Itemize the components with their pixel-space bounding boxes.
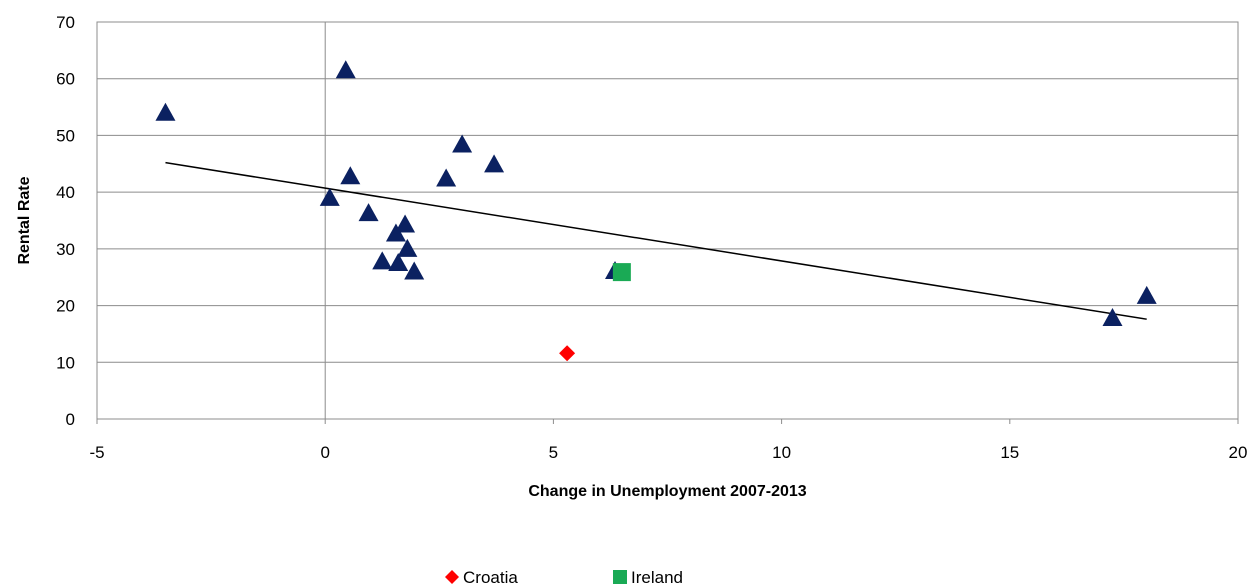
triangle-point: [388, 253, 409, 272]
y-tick-label: 30: [56, 240, 75, 259]
y-axis-title: Rental Rate: [16, 176, 33, 264]
trendline-group: [165, 161, 1147, 320]
x-tick-label: 5: [549, 443, 558, 462]
triangle-point: [372, 251, 393, 270]
triangle-point: [385, 223, 406, 242]
y-tick-label: 40: [56, 183, 75, 202]
data-points: [155, 60, 1157, 362]
triangle-point: [1136, 285, 1157, 304]
legend-square-marker: [613, 570, 627, 584]
x-tick-label: 10: [772, 443, 791, 462]
triangle-point: [484, 154, 505, 173]
triangle-point: [452, 134, 473, 153]
y-tick-label: 20: [56, 297, 75, 316]
y-tick-label: 10: [56, 353, 75, 372]
legend: Croatia Ireland: [445, 568, 683, 587]
legend-label: Ireland: [631, 568, 683, 587]
square-point: [612, 263, 631, 282]
triangle-point: [358, 203, 379, 222]
y-tick-label: 60: [56, 70, 75, 89]
diamond-point: [559, 345, 576, 362]
tick-labels: -5 0 5 10 15 20 0 10 20 30 40 50 60 70: [56, 13, 1247, 462]
triangle-point: [395, 214, 416, 233]
legend-label: Croatia: [463, 568, 518, 587]
triangle-point: [319, 187, 340, 206]
y-tick-label: 0: [66, 410, 75, 429]
legend-diamond-marker: [445, 570, 459, 584]
x-tick-label: 15: [1000, 443, 1019, 462]
x-axis-title: Change in Unemployment 2007-2013: [528, 483, 806, 500]
x-tick-label: 20: [1229, 443, 1248, 462]
triangle-point: [155, 102, 176, 121]
y-tick-label: 70: [56, 13, 75, 32]
triangle-point: [397, 238, 418, 257]
trendline: [165, 161, 1147, 320]
triangle-point: [1102, 308, 1123, 327]
triangle-point: [340, 166, 361, 185]
x-tick-label: -5: [89, 443, 104, 462]
triangle-point: [404, 261, 425, 280]
x-tick-label: 0: [320, 443, 329, 462]
axes: [96, 22, 1239, 424]
y-tick-label: 50: [56, 126, 75, 145]
triangle-point: [335, 60, 356, 79]
triangle-point: [436, 168, 457, 187]
